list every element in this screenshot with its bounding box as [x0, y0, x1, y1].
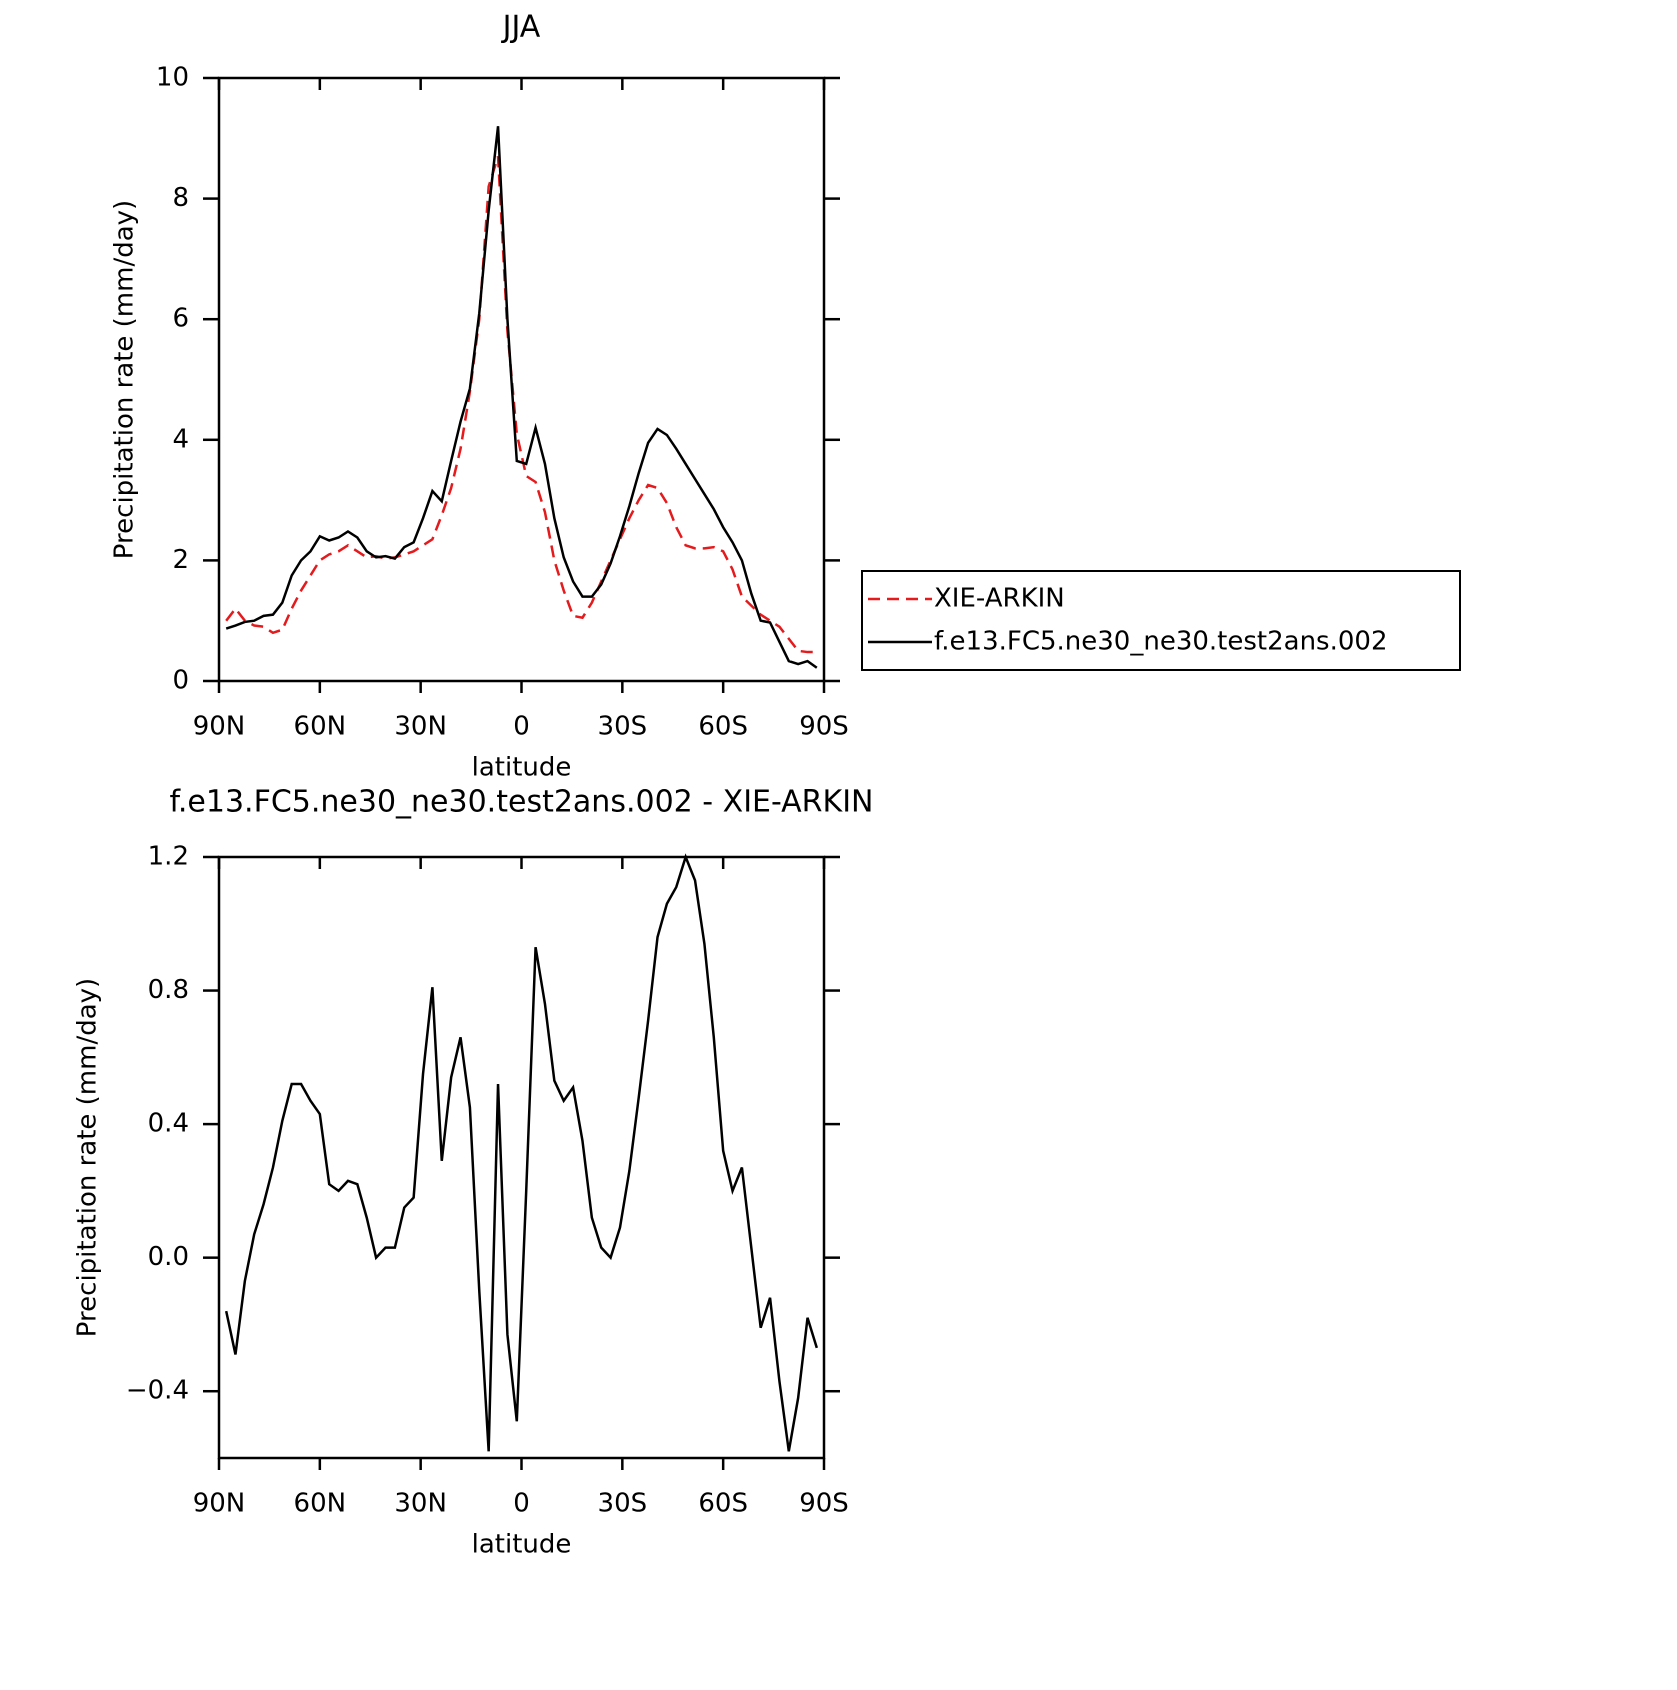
y-tick-label: 0.0: [148, 1242, 189, 1272]
y-tick-label: 0.8: [148, 975, 189, 1005]
y-tick-label: 0.4: [148, 1109, 189, 1139]
y-tick-label: 8: [172, 183, 189, 213]
y-tick-label: 6: [172, 304, 189, 334]
x-tick-label: 90N: [193, 712, 246, 742]
y-axis-label: Precipitation rate (mm/day): [73, 978, 103, 1337]
x-tick-label: 60N: [294, 712, 347, 742]
series-line: [225, 126, 818, 669]
y-tick-label: 2: [172, 545, 189, 575]
x-tick-label: 0: [513, 1489, 530, 1519]
y-tick-label: 4: [172, 424, 189, 454]
x-tick-label: 30S: [598, 1489, 648, 1519]
y-axis-label: Precipitation rate (mm/day): [110, 200, 140, 559]
y-tick-label: 0: [172, 666, 189, 696]
x-tick-label: 90S: [799, 712, 849, 742]
x-tick-label: 30S: [598, 712, 648, 742]
data-line: [224, 853, 819, 1452]
x-tick-label: 90N: [193, 1489, 246, 1519]
y-tick-label: −0.4: [126, 1376, 189, 1406]
legend-label: f.e13.FC5.ne30_ne30.test2ans.002: [934, 627, 1388, 657]
x-tick-label: 60S: [698, 712, 748, 742]
y-tick-label: 10: [156, 63, 189, 93]
x-axis-label: latitude: [472, 1530, 572, 1560]
y-tick-label: 1.2: [148, 842, 189, 872]
x-tick-label: 30N: [394, 1489, 447, 1519]
chart-title: JJA: [501, 10, 541, 45]
plot-frame: [217, 855, 826, 1460]
legend-label: XIE-ARKIN: [934, 584, 1065, 614]
chart-title: f.e13.FC5.ne30_ne30.test2ans.002 - XIE-A…: [169, 785, 873, 820]
series-line: [225, 156, 817, 654]
x-tick-label: 90S: [799, 1489, 849, 1519]
x-tick-label: 60S: [698, 1489, 748, 1519]
x-axis-label: latitude: [472, 753, 572, 783]
plot-frame: [217, 76, 826, 683]
x-tick-label: 60N: [294, 1489, 347, 1519]
x-tick-label: 30N: [394, 712, 447, 742]
legend-box: [861, 570, 1461, 671]
x-tick-label: 0: [513, 712, 530, 742]
